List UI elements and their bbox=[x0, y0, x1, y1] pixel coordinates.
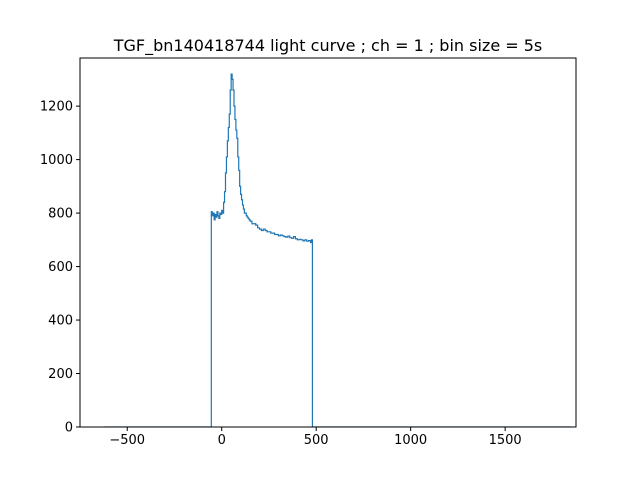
axes: −500 0 500 1000 1500 0 200 400 600 800 1000 1200 bbox=[40, 57, 577, 448]
y-tick-label: 400 bbox=[48, 314, 73, 329]
x-tick-label: 0 bbox=[218, 433, 226, 448]
plot-area bbox=[104, 73, 572, 427]
y-tick-label: 1000 bbox=[40, 153, 73, 168]
light-curve-series-0 bbox=[104, 73, 572, 427]
y-tick-label: 200 bbox=[48, 367, 73, 382]
axes-frame bbox=[79, 57, 577, 428]
y-tick-label: 0 bbox=[65, 421, 73, 436]
y-tick-label: 1200 bbox=[40, 100, 73, 115]
x-tick-label: −500 bbox=[109, 433, 145, 448]
x-tick-label: 500 bbox=[304, 433, 329, 448]
chart-title: TGF_bn140418744 light curve ; ch = 1 ; b… bbox=[113, 36, 543, 56]
x-tick-label: 1500 bbox=[489, 433, 522, 448]
y-tick-label: 800 bbox=[48, 207, 73, 222]
y-tick-label: 600 bbox=[48, 260, 73, 275]
x-tick-label: 1000 bbox=[394, 433, 427, 448]
